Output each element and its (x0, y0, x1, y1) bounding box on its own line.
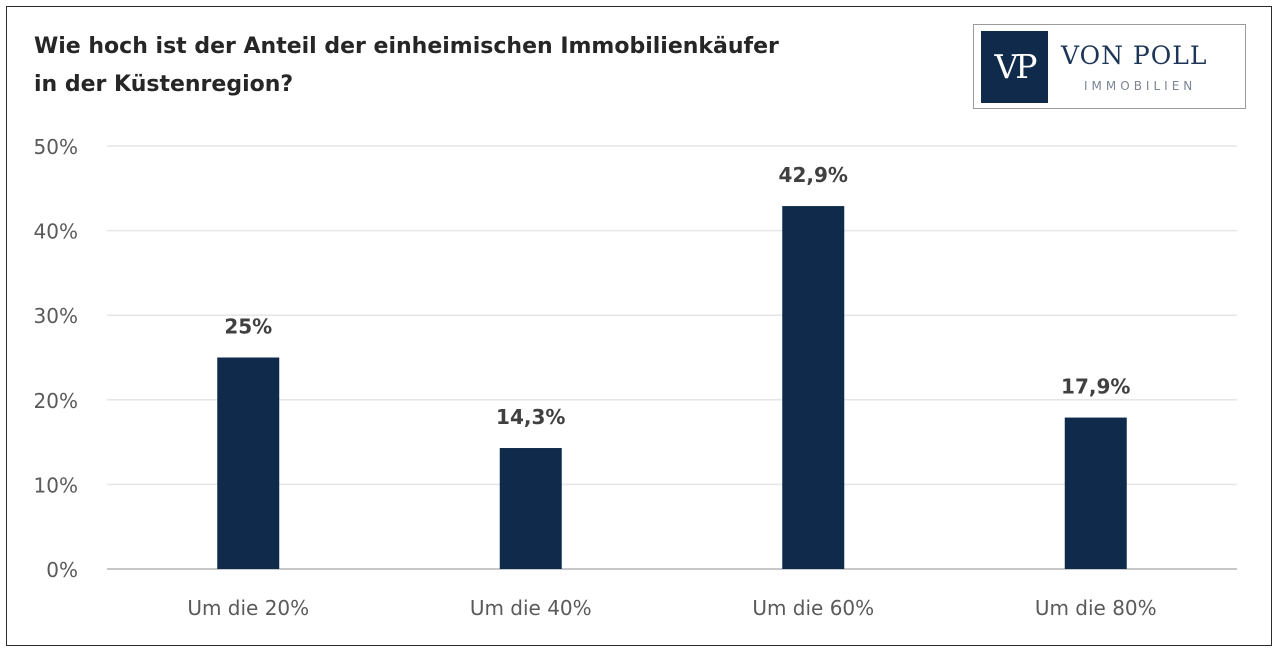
bar (782, 206, 845, 570)
bars (217, 206, 1127, 570)
y-tick-label: 20% (34, 389, 78, 413)
y-tick-label: 30% (34, 304, 78, 328)
data-label: 42,9% (779, 163, 848, 187)
bar (499, 448, 562, 569)
von-poll-logo: VP VON POLL IMMOBILIEN (973, 24, 1246, 109)
bar (217, 357, 280, 569)
logo-name: VON POLL (1061, 41, 1208, 70)
chart-title-line-1: Wie hoch ist der Anteil der einheimische… (34, 34, 779, 59)
category-label: Um die 20% (187, 596, 309, 620)
chart-title-line-2: in der Küstenregion? (34, 72, 294, 97)
x-axis: Um die 20% Um die 40% Um die 60% Um die 80% (187, 596, 1156, 620)
data-label: 14,3% (496, 405, 565, 429)
category-label: Um die 40% (470, 596, 592, 620)
y-tick-label: 10% (34, 473, 78, 497)
data-label: 17,9% (1061, 375, 1130, 399)
chart-frame (6, 6, 1272, 646)
data-labels: 25% 14,3% 42,9% 17,9% (224, 163, 1130, 429)
chart-title: Wie hoch ist der Anteil der einheimische… (34, 28, 894, 104)
bar (1064, 417, 1127, 569)
logo-subtitle: IMMOBILIEN (1084, 79, 1197, 93)
y-tick-label: 40% (34, 220, 78, 244)
y-tick-label: 0% (46, 558, 78, 582)
category-label: Um die 80% (1035, 596, 1157, 620)
gridlines (107, 145, 1237, 570)
logo-mark: VP (981, 31, 1048, 103)
category-label: Um die 60% (752, 596, 874, 620)
y-tick-label: 50% (34, 135, 78, 159)
data-label: 25% (224, 315, 272, 339)
y-axis: 0% 10% 20% 30% 40% 50% (34, 135, 78, 582)
